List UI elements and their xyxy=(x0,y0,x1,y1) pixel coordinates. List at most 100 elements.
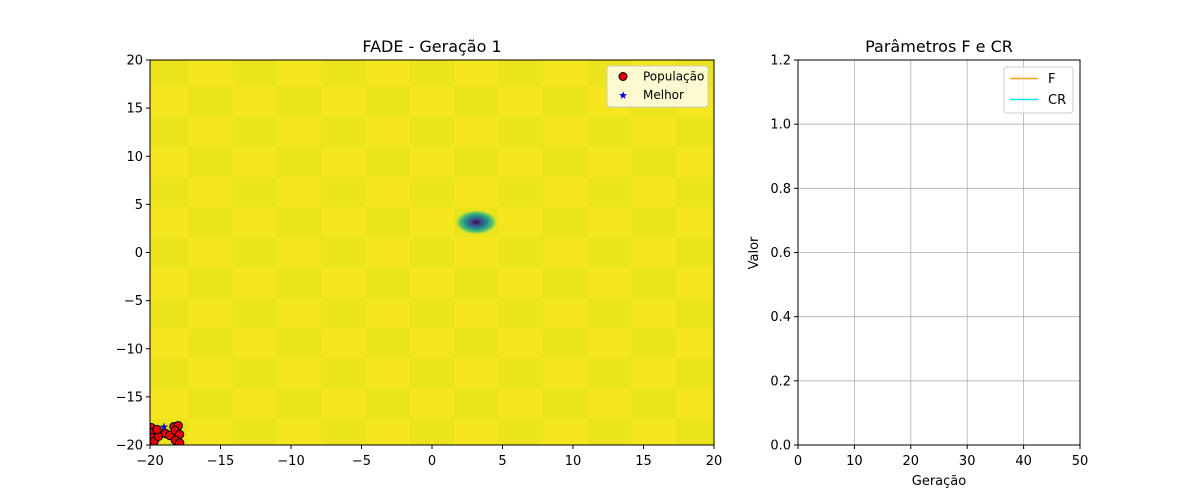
surface-cell xyxy=(631,207,676,238)
surface-cell xyxy=(631,328,676,359)
surface-cell xyxy=(675,418,714,445)
surface-cell xyxy=(454,86,499,117)
surface-cell xyxy=(542,86,587,117)
x-tick-label: −5 xyxy=(352,454,371,469)
surface-cell xyxy=(542,146,587,177)
surface-cell xyxy=(498,418,543,445)
surface-cell xyxy=(321,116,366,147)
surface-cell xyxy=(542,328,587,359)
surface-cell xyxy=(277,86,322,117)
surface-cell xyxy=(586,237,632,268)
y-tick-label: 10 xyxy=(126,150,143,165)
legend-best-marker: ★ xyxy=(618,89,628,102)
surface-cell xyxy=(586,297,632,329)
heatmap-y-axis: −20 −15 −10 −5 0 5 10 15 20 xyxy=(116,54,150,454)
surface-cell xyxy=(498,116,543,147)
x-tick-label: 5 xyxy=(498,454,506,469)
surface-cell xyxy=(675,297,714,329)
line-panel: Parâmetros F e CR 0 10 20 30 40 50 0.00.20.40… xyxy=(747,37,1088,489)
surface-cell xyxy=(321,297,366,329)
surface-cell xyxy=(409,60,455,87)
surface-cell xyxy=(498,60,543,87)
line-x-axis: 0 10 20 30 40 50 xyxy=(794,445,1088,469)
surface-cell xyxy=(365,86,410,117)
legend-f-label: F xyxy=(1048,72,1055,87)
surface-cell xyxy=(150,60,189,87)
y-tick-label: 1.2 xyxy=(770,54,791,69)
y-tick-label: 0.6 xyxy=(770,246,791,261)
y-tick-label: 1.0 xyxy=(770,118,791,133)
surface-cell xyxy=(586,116,632,147)
surface-cell xyxy=(321,176,366,208)
surface-cell xyxy=(586,418,632,445)
population-point xyxy=(152,424,162,435)
x-tick-label: 0 xyxy=(428,454,436,469)
surface-cell xyxy=(409,237,455,268)
x-tick-label: 40 xyxy=(1015,454,1032,469)
surface-cell xyxy=(321,418,366,445)
surface-cell xyxy=(409,358,455,389)
surface-minimum xyxy=(453,209,499,236)
surface-cell xyxy=(365,267,410,298)
surface-cell xyxy=(631,388,676,419)
surface-cell xyxy=(631,267,676,298)
heatmap-title: FADE - Geração 1 xyxy=(362,37,501,56)
line-legend: F CR xyxy=(1003,66,1074,114)
best-point: ★ xyxy=(159,421,169,434)
surface-cell xyxy=(675,176,714,208)
surface-cell xyxy=(454,146,499,177)
surface-cell xyxy=(454,388,499,419)
y-tick-label: 0.2 xyxy=(770,374,791,389)
line-y-label: Valor xyxy=(747,236,762,269)
surface-cell xyxy=(277,388,322,419)
y-tick-label: −15 xyxy=(116,390,143,405)
surface-cell xyxy=(232,297,278,329)
surface-cell xyxy=(232,237,278,268)
y-tick-label: −10 xyxy=(116,342,143,357)
surface-cell xyxy=(277,207,322,238)
surface-cell xyxy=(675,237,714,268)
surface-cell xyxy=(232,358,278,389)
surface-cell xyxy=(188,388,233,419)
surface-cell xyxy=(150,116,189,147)
surface-cell xyxy=(586,358,632,389)
y-tick-label: 5 xyxy=(135,198,143,213)
surface-cell xyxy=(675,358,714,389)
surface-cell xyxy=(188,328,233,359)
surface-cell xyxy=(321,358,366,389)
surface-cell xyxy=(365,207,410,238)
y-tick-label: 0.8 xyxy=(770,182,791,197)
surface-cell xyxy=(232,418,278,445)
y-tick-label: 0.4 xyxy=(770,310,791,325)
population-point xyxy=(174,438,185,445)
surface-cell xyxy=(188,267,233,298)
surface-cell xyxy=(150,237,189,268)
line-x-label: Geração xyxy=(912,474,966,489)
surface-cell xyxy=(454,328,499,359)
x-tick-label: −15 xyxy=(207,454,234,469)
surface-cell xyxy=(150,176,189,208)
surface-cell xyxy=(542,267,587,298)
surface-cell xyxy=(365,328,410,359)
surface-cell xyxy=(232,116,278,147)
legend-box xyxy=(606,65,709,108)
surface-cell xyxy=(409,297,455,329)
surface-cell xyxy=(277,146,322,177)
heatmap-x-axis: −20 −15 −10 −5 0 5 10 15 20 xyxy=(136,445,722,469)
x-tick-label: 20 xyxy=(706,454,723,469)
surface-cell xyxy=(542,388,587,419)
surface-cell xyxy=(498,297,543,329)
legend-cr-label: CR xyxy=(1048,93,1066,108)
heatmap-panel: FADE - Geração 1 ★ −20 −15 −10 −5 0 5 10 15 20 −… xyxy=(116,37,723,469)
legend-population-marker xyxy=(618,72,628,81)
line-grid xyxy=(797,59,1081,446)
surface-cell xyxy=(409,176,455,208)
heatmap-legend: População ★ Melhor xyxy=(606,65,709,108)
surface-cell xyxy=(188,146,233,177)
legend-population-label: População xyxy=(643,70,704,84)
surface-cell xyxy=(675,116,714,147)
surface-cell xyxy=(542,207,587,238)
surface-cell xyxy=(150,297,189,329)
surface-cell xyxy=(232,176,278,208)
